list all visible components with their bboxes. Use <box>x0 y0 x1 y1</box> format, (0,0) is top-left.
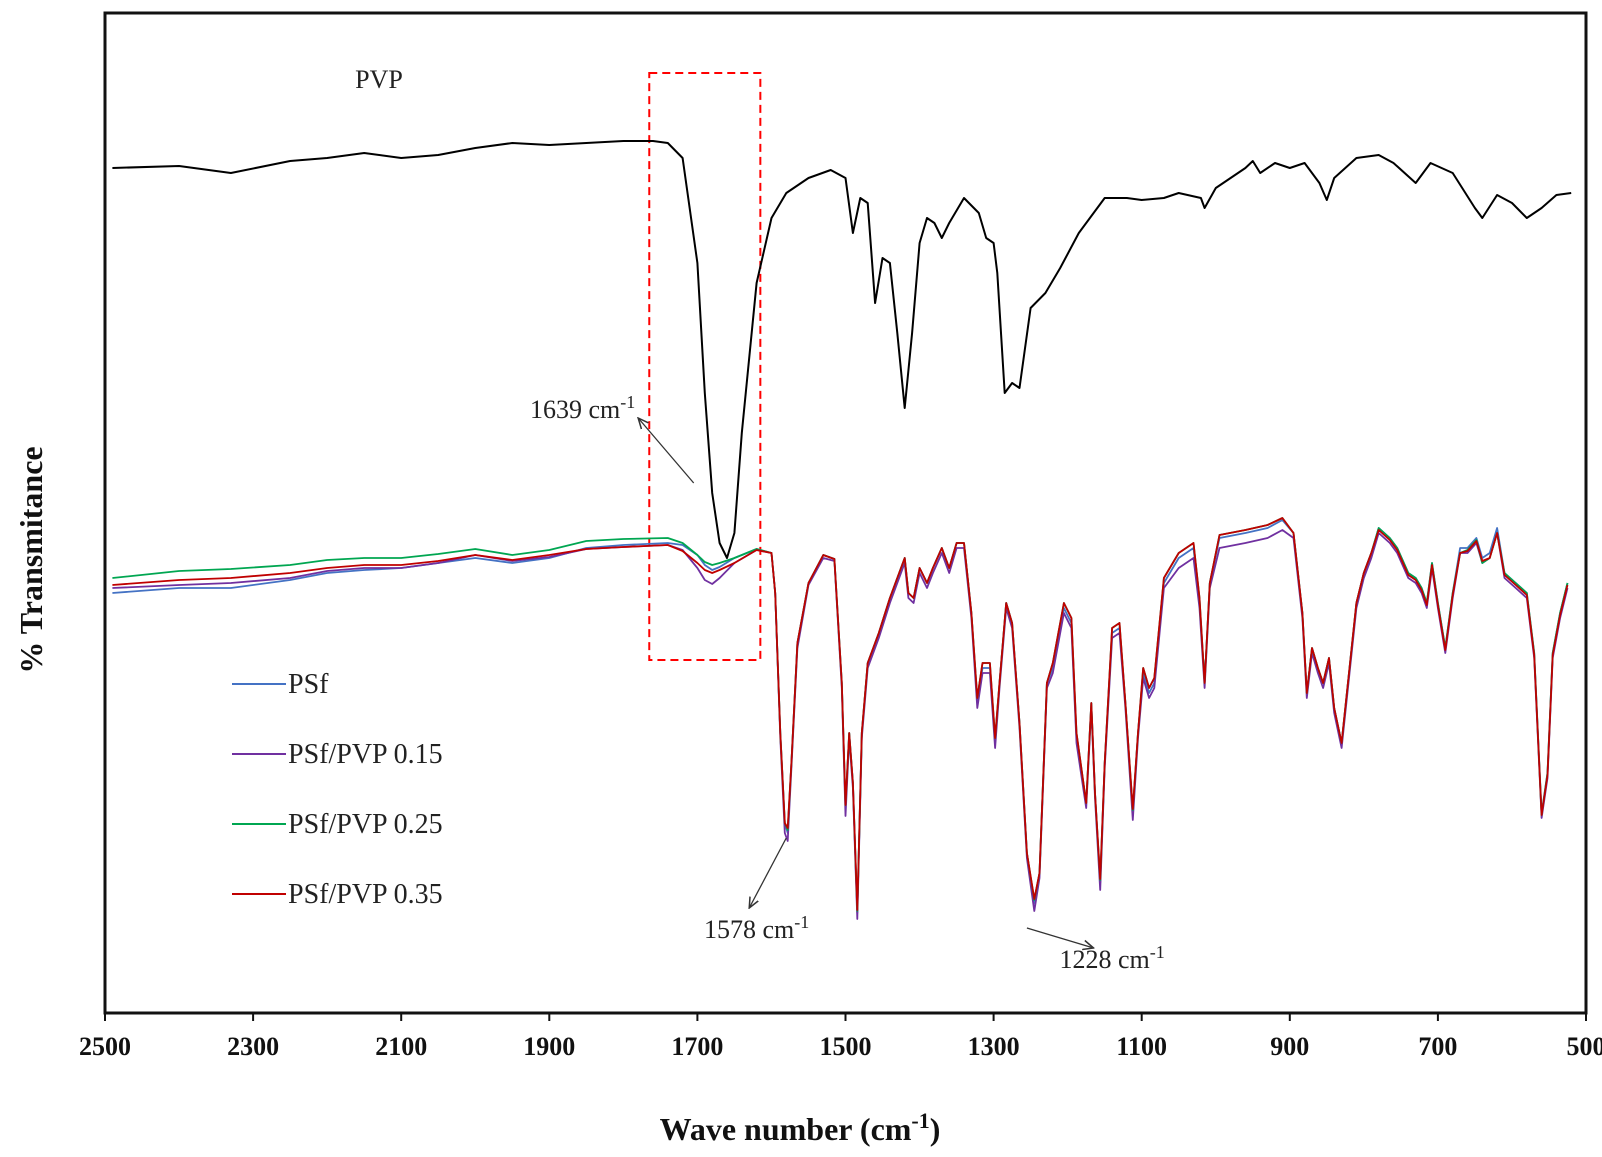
legend-label: PSf/PVP 0.15 <box>288 739 443 770</box>
x-tick-label: 1300 <box>968 1032 1020 1061</box>
legend-item: PSf/PVP 0.15 <box>232 739 443 770</box>
x-tick-label: 2500 <box>79 1032 131 1061</box>
x-tick-label: 2100 <box>375 1032 427 1061</box>
legend-item: PSf <box>232 669 329 700</box>
series-line-psf-pvp-0-35 <box>112 517 1569 911</box>
annotation-a1228: 1228 cm-1 <box>1026 927 1165 974</box>
series-line-pvp <box>112 140 1572 559</box>
x-tick-label: 900 <box>1270 1032 1309 1061</box>
annotation-a1639: 1639 cm-1 <box>530 392 695 484</box>
series-line-psf <box>112 519 1569 914</box>
annotation-a1578: 1578 cm-1 <box>704 837 809 944</box>
series-line-psf-pvp-0-25 <box>112 517 1569 912</box>
annotation-arrow <box>749 837 787 908</box>
legend-item: PSf/PVP 0.25 <box>232 809 443 840</box>
legend-label: PSf/PVP 0.25 <box>288 809 443 840</box>
annotation-pvp: PVP <box>355 65 403 94</box>
legend-label: PSf/PVP 0.35 <box>288 879 443 910</box>
legend: PSf PSf/PVP 0.15 PSf/PVP 0.25 PSf/PVP 0.35 <box>232 669 443 910</box>
x-tick-label: 1700 <box>671 1032 723 1061</box>
annotation-layer: PVP 1639 cm-1 1578 cm-1 1228 cm-1 <box>355 65 1165 974</box>
x-tick-label: 1100 <box>1116 1032 1167 1061</box>
legend-label: PSf <box>288 669 329 700</box>
annotation-label: 1228 cm-1 <box>1059 942 1164 974</box>
series-line-psf-pvp-0-15 <box>112 529 1569 920</box>
x-tick-label: 500 <box>1567 1032 1602 1061</box>
plot-frame <box>103 11 1588 1015</box>
x-tick-label: 1900 <box>523 1032 575 1061</box>
annotation-arrow <box>638 418 695 484</box>
plot-area: PVP 1639 cm-1 1578 cm-1 1228 cm-1 <box>103 11 1588 1015</box>
annotation-label: 1639 cm-1 <box>530 392 635 424</box>
annotation-label: PVP <box>355 65 403 94</box>
x-tick-label: 1500 <box>820 1032 872 1061</box>
annotation-label: 1578 cm-1 <box>704 912 809 944</box>
y-axis-title: % Transmitance <box>13 446 49 673</box>
series-layer <box>112 140 1572 920</box>
annotation-arrow <box>1026 927 1094 948</box>
x-tick-label: 2300 <box>227 1032 279 1061</box>
x-tick-label: 700 <box>1418 1032 1457 1061</box>
highlight-dashed-box <box>648 72 762 661</box>
x-axis-ticks: 2500 2300 2100 1900 1700 1500 1300 1100 900 700 50… <box>79 1013 1602 1061</box>
legend-item: PSf/PVP 0.35 <box>232 879 443 910</box>
x-axis-title: Wave number (cm-1) <box>660 1108 941 1147</box>
highlight-box <box>648 72 762 661</box>
